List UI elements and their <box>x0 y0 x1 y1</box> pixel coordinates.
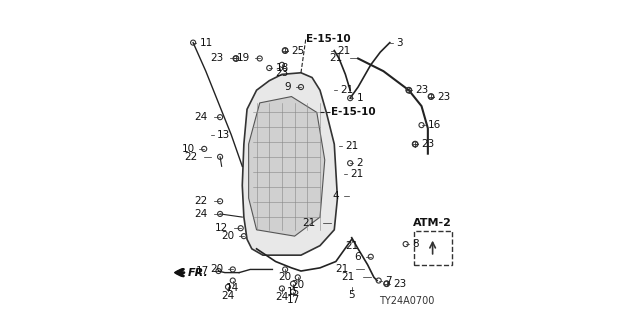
Text: 23: 23 <box>210 53 223 63</box>
Text: 13: 13 <box>217 130 230 140</box>
Text: 15: 15 <box>287 287 300 297</box>
Text: 19: 19 <box>237 53 250 63</box>
Text: 20: 20 <box>291 280 305 290</box>
Text: 12: 12 <box>215 223 228 233</box>
Text: 18: 18 <box>276 63 289 73</box>
Text: 21: 21 <box>329 53 342 63</box>
Text: 21: 21 <box>302 219 316 228</box>
Text: 17: 17 <box>287 295 300 305</box>
Text: 23: 23 <box>275 68 289 78</box>
Text: 21: 21 <box>335 264 349 275</box>
Text: 21: 21 <box>345 241 358 251</box>
Text: ATM-2: ATM-2 <box>413 218 452 228</box>
Text: TY24A0700: TY24A0700 <box>379 296 434 306</box>
Text: 1: 1 <box>356 93 363 103</box>
Text: 9: 9 <box>285 82 291 92</box>
Text: 14: 14 <box>226 284 239 293</box>
Text: 10: 10 <box>182 144 195 154</box>
Text: 21: 21 <box>346 141 358 151</box>
Text: 22: 22 <box>194 196 207 206</box>
Text: 3: 3 <box>396 38 403 48</box>
Text: 21: 21 <box>342 272 355 282</box>
Text: 4: 4 <box>332 191 339 202</box>
Text: 17: 17 <box>196 266 209 276</box>
Text: 5: 5 <box>348 290 355 300</box>
Text: 16: 16 <box>428 120 441 130</box>
Text: 23: 23 <box>393 279 406 289</box>
Polygon shape <box>243 73 337 255</box>
Text: 20: 20 <box>278 272 292 282</box>
Text: 24: 24 <box>194 209 207 219</box>
Text: 25: 25 <box>291 45 305 56</box>
Text: 24: 24 <box>221 291 235 301</box>
Text: 21: 21 <box>350 169 364 179</box>
Text: 24: 24 <box>275 292 289 302</box>
Text: 24: 24 <box>194 112 207 122</box>
Text: 23: 23 <box>437 92 451 101</box>
Text: 22: 22 <box>184 152 198 162</box>
Text: 23: 23 <box>422 139 435 149</box>
Polygon shape <box>248 97 324 236</box>
Text: FR.: FR. <box>188 268 209 278</box>
Text: E-15-10: E-15-10 <box>331 108 376 117</box>
Text: E-15-10: E-15-10 <box>306 35 350 44</box>
Text: 8: 8 <box>412 239 419 249</box>
Text: 7: 7 <box>385 276 392 285</box>
Text: 20: 20 <box>221 231 234 241</box>
Text: 20: 20 <box>210 264 223 275</box>
Text: 21: 21 <box>340 85 354 95</box>
Text: 11: 11 <box>200 38 212 48</box>
Text: 21: 21 <box>337 45 351 56</box>
Text: 2: 2 <box>356 158 363 168</box>
Text: 23: 23 <box>415 85 428 95</box>
Text: 6: 6 <box>355 252 361 262</box>
